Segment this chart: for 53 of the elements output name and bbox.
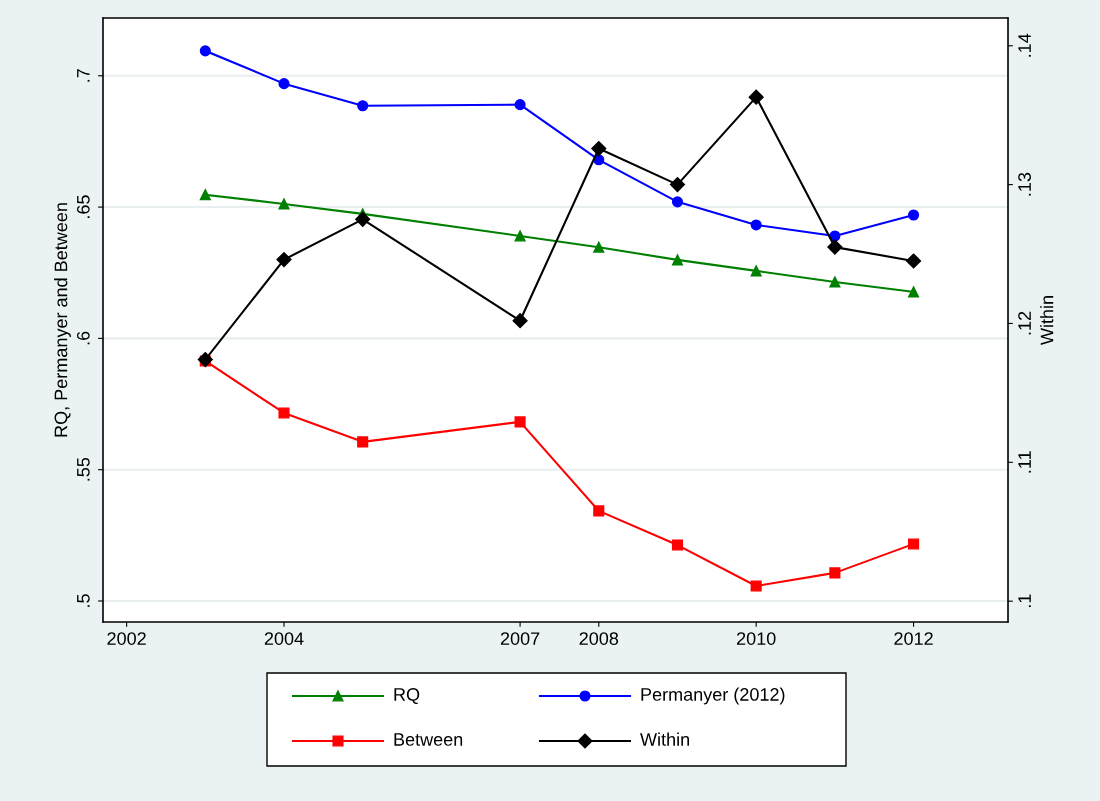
point	[750, 265, 762, 277]
point	[908, 209, 920, 221]
point	[829, 567, 841, 579]
point	[593, 505, 605, 517]
point	[748, 89, 764, 105]
point	[278, 198, 290, 210]
point	[750, 580, 762, 592]
y2-axis-title: Within	[1040, 296, 1054, 345]
point	[276, 252, 292, 268]
legend-label: Within	[640, 732, 689, 746]
point	[278, 78, 290, 90]
point	[669, 177, 686, 193]
point	[512, 313, 528, 329]
x-tick-label: 2012	[894, 632, 933, 645]
point	[671, 539, 684, 551]
point	[357, 436, 369, 448]
y-tick-label: .7	[77, 69, 90, 82]
x-tick-label: 2008	[579, 632, 619, 645]
point	[593, 241, 605, 253]
point	[199, 45, 211, 57]
y-tick-label: .55	[77, 457, 90, 481]
point	[355, 211, 371, 227]
legend-label: Permanyer (2012)	[641, 687, 785, 705]
point	[905, 253, 922, 269]
point	[829, 276, 841, 288]
point	[908, 538, 920, 550]
point	[357, 100, 369, 112]
y2-tick-label: .1	[1018, 594, 1031, 608]
y-tick-label: .6	[76, 331, 90, 345]
point	[671, 254, 684, 266]
point	[591, 140, 607, 157]
legend-label: Between	[394, 733, 463, 746]
point	[827, 239, 843, 255]
y2-tick-label: .13	[1018, 172, 1031, 196]
y-axis-title: RQ, Permanyer and Between	[54, 203, 71, 437]
point	[750, 219, 762, 231]
point	[514, 416, 526, 428]
legend-label: RQ	[394, 688, 420, 705]
point	[514, 99, 526, 111]
point	[908, 286, 920, 298]
y2-tick-label: .14	[1018, 33, 1031, 57]
y-tick-label: .65	[76, 195, 90, 218]
x-tick-label: 2004	[264, 632, 304, 645]
x-tick-label: 2002	[107, 632, 146, 645]
y-tick-label: .5	[77, 594, 90, 607]
x-tick-label: 2010	[737, 632, 776, 645]
y2-tick-label: .12	[1018, 311, 1031, 335]
point	[199, 189, 211, 201]
point	[514, 230, 526, 242]
x-tick-label: 2007	[500, 632, 540, 645]
point	[278, 407, 290, 419]
point	[671, 196, 684, 208]
y2-tick-label: .11	[1018, 451, 1031, 473]
